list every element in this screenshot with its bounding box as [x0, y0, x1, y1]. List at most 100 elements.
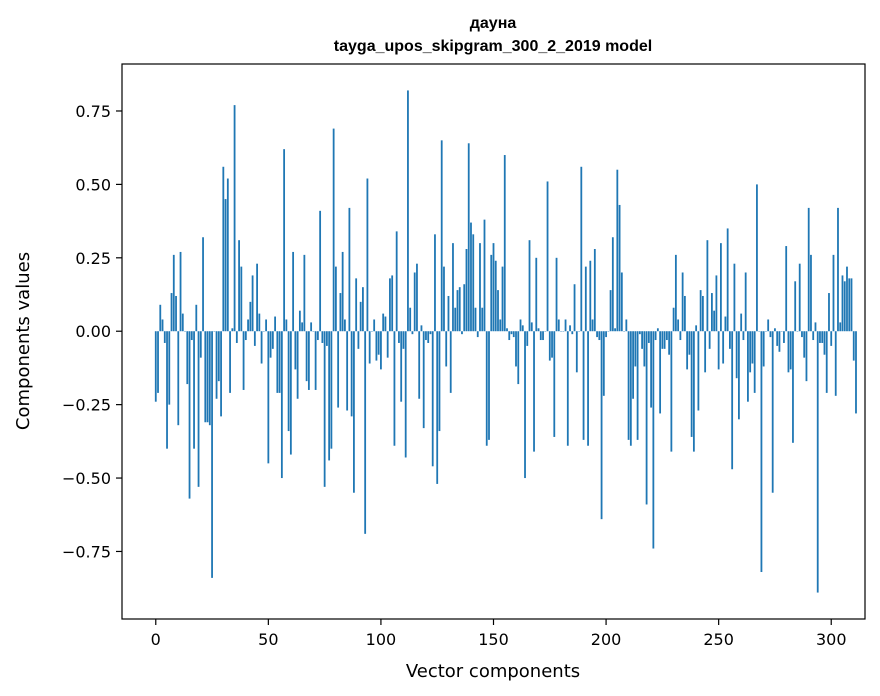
bar-73: [319, 210, 322, 332]
bar-204: [614, 328, 616, 332]
bar-177: [553, 331, 556, 437]
bar-133: [454, 307, 457, 332]
bar-141: [472, 234, 475, 332]
bar-121: [427, 331, 430, 343]
bar-259: [738, 331, 740, 420]
bar-174: [546, 181, 549, 332]
bar-302: [834, 331, 837, 396]
bar-58: [285, 319, 288, 332]
bar-273: [769, 331, 772, 338]
bar-164: [524, 331, 526, 479]
bar-135: [458, 287, 461, 332]
bar-43: [251, 275, 254, 332]
bar-15: [188, 331, 191, 499]
bar-30: [222, 166, 225, 332]
bar-270: [762, 331, 765, 367]
bar-38: [240, 266, 243, 332]
bar-125: [436, 331, 439, 484]
bar-266: [753, 331, 756, 393]
bar-307: [846, 266, 848, 332]
bar-238: [690, 331, 693, 437]
bar-224: [659, 331, 662, 414]
bar-67: [305, 331, 308, 382]
bar-209: [625, 319, 628, 332]
bar-170: [537, 328, 540, 332]
bar-296: [821, 331, 824, 343]
bar-226: [663, 331, 666, 349]
bar-242: [699, 290, 702, 332]
bar-168: [533, 331, 535, 452]
bar-249: [715, 275, 718, 332]
bar-108: [398, 331, 400, 343]
bar-234: [681, 272, 684, 332]
bar-116: [416, 263, 418, 332]
bar-163: [521, 325, 524, 332]
bar-300: [830, 331, 833, 346]
bar-267: [756, 184, 758, 332]
bar-61: [292, 251, 295, 332]
bar-269: [760, 331, 763, 573]
bar-4: [163, 331, 166, 343]
bar-289: [805, 331, 808, 382]
bar-199: [602, 331, 605, 396]
bar-91: [359, 301, 362, 332]
bar-52: [271, 331, 274, 349]
chart-subtitle: tayga_upos_skipgram_300_2_2019 model: [334, 38, 652, 55]
bar-265: [751, 331, 754, 364]
bar-232: [677, 319, 680, 332]
bar-124: [434, 234, 436, 332]
bar-82: [339, 293, 342, 332]
bar-117: [418, 331, 421, 399]
bar-298: [825, 331, 828, 393]
bar-64: [298, 310, 301, 332]
bar-23: [206, 331, 209, 423]
bar-252: [722, 331, 725, 364]
bar-68: [307, 331, 310, 390]
bar-112: [407, 90, 409, 332]
bar-71: [314, 331, 317, 390]
bar-263: [747, 331, 749, 402]
bar-158: [510, 331, 513, 335]
bar-22: [204, 331, 207, 423]
x-tick-label: 0: [151, 630, 161, 649]
bar-186: [573, 284, 576, 332]
bar-223: [656, 328, 659, 332]
bar-303: [837, 207, 839, 332]
bar-28: [217, 331, 220, 382]
bar-60: [289, 331, 292, 455]
x-tick-label: 50: [258, 630, 278, 649]
bar-88: [353, 331, 355, 493]
x-tick-label: 100: [366, 630, 397, 649]
bar-59: [287, 331, 290, 432]
bar-107: [395, 231, 398, 332]
bar-258: [735, 331, 738, 379]
bar-281: [787, 331, 790, 373]
bar-295: [819, 331, 821, 343]
bar-190: [582, 331, 585, 440]
y-axis-label: Components values: [13, 252, 34, 430]
bar-29: [220, 331, 222, 417]
bar-27: [215, 331, 218, 399]
bar-250: [717, 331, 720, 370]
y-axis: −0.75 −0.50 −0.25 0.00 0.25 0.50 0.75: [62, 102, 122, 561]
bar-287: [801, 331, 803, 338]
bar-35: [233, 105, 236, 332]
bar-72: [316, 331, 319, 341]
bar-205: [616, 169, 619, 332]
bar-262: [744, 272, 747, 332]
bar-311: [855, 331, 857, 414]
x-axis: 0 50 100 150 200 250 300: [151, 619, 847, 649]
bar-74: [321, 331, 324, 343]
bar-194: [591, 319, 594, 332]
bar-156: [506, 328, 508, 332]
bar-14: [186, 331, 189, 385]
chart-title: дауна: [470, 15, 517, 32]
bar-297: [823, 331, 826, 355]
bar-255: [729, 331, 731, 349]
bar-264: [749, 331, 752, 373]
bar-34: [231, 328, 234, 332]
bar-78: [330, 331, 333, 449]
bar-187: [575, 331, 578, 373]
bar-292: [812, 331, 815, 341]
bar-101: [382, 313, 385, 332]
